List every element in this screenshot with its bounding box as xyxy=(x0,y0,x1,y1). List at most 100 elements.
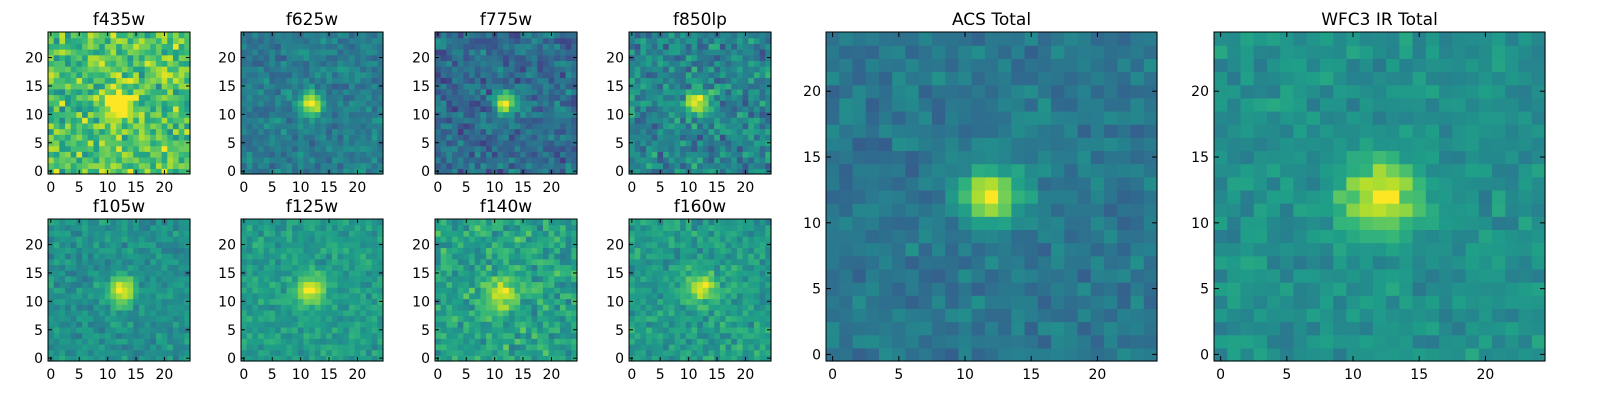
heatmap-cell xyxy=(719,54,727,61)
heatmap-cell xyxy=(548,43,555,50)
heatmap-cell xyxy=(144,230,151,237)
heatmap-cell xyxy=(736,94,744,101)
heatmap-cell xyxy=(309,287,316,294)
heatmap-cell xyxy=(469,219,476,226)
heatmap-cell xyxy=(127,258,134,266)
heatmap-cell xyxy=(440,37,447,44)
heatmap-cell xyxy=(99,264,106,271)
heatmap-cell xyxy=(343,224,350,231)
heatmap-cell xyxy=(634,343,641,351)
heatmap-cell xyxy=(241,49,248,56)
heatmap-cell xyxy=(435,145,442,152)
heatmap-cell xyxy=(480,71,487,79)
heatmap-cell xyxy=(138,49,146,56)
heatmap-cell xyxy=(634,309,641,317)
heatmap-cell xyxy=(53,105,60,113)
heatmap-cell xyxy=(697,281,704,288)
heatmap-cell xyxy=(87,134,95,141)
heatmap-cell xyxy=(275,60,282,67)
heatmap-cell xyxy=(719,71,727,79)
heatmap-cell xyxy=(275,264,282,271)
heatmap-cell xyxy=(559,224,567,231)
heatmap-cell xyxy=(155,168,163,175)
heatmap-cell xyxy=(263,219,270,226)
heatmap-cell xyxy=(725,77,732,84)
heatmap-cell xyxy=(371,270,378,277)
heatmap-cell xyxy=(65,241,72,248)
heatmap-cell xyxy=(629,343,636,351)
heatmap-cell xyxy=(172,88,180,96)
heatmap-cell xyxy=(446,139,453,147)
heatmap-cell xyxy=(680,326,687,334)
heatmap-cell xyxy=(657,287,664,294)
heatmap-cell xyxy=(736,287,744,294)
y-tick-label: 0 xyxy=(615,164,624,180)
heatmap-cell xyxy=(548,315,555,322)
heatmap-cell xyxy=(292,32,299,39)
heatmap-cell xyxy=(348,292,356,300)
heatmap-cell xyxy=(314,151,322,158)
heatmap-cell xyxy=(446,151,453,158)
heatmap-cell xyxy=(314,349,322,356)
heatmap-cell xyxy=(691,321,698,328)
heatmap-cell xyxy=(48,338,55,345)
heatmap-cell xyxy=(326,111,333,118)
heatmap-cell xyxy=(314,287,322,294)
heatmap-cell xyxy=(343,292,350,300)
heatmap-cell xyxy=(133,162,140,169)
heatmap-cell xyxy=(348,122,356,130)
heatmap-cell xyxy=(469,77,476,84)
heatmap-cell xyxy=(651,117,658,124)
panel-title: f140w xyxy=(480,197,532,217)
heatmap-cell xyxy=(144,219,151,226)
heatmap-cell xyxy=(565,71,572,79)
heatmap-cell xyxy=(76,49,83,56)
heatmap-cell xyxy=(337,236,344,243)
heatmap-cell xyxy=(337,83,344,90)
axes-frame xyxy=(240,31,384,175)
heatmap-cell xyxy=(480,111,487,118)
heatmap-cell xyxy=(646,100,653,107)
heatmap-cell xyxy=(651,134,658,141)
heatmap-cell xyxy=(241,349,248,356)
heatmap-cell xyxy=(474,253,482,260)
heatmap-cell xyxy=(446,145,453,152)
heatmap-cell xyxy=(457,326,464,334)
heatmap-cell xyxy=(167,281,174,288)
heatmap-cell xyxy=(663,100,670,107)
heatmap-cell xyxy=(326,37,333,44)
heatmap-cell xyxy=(314,304,322,311)
heatmap-cell xyxy=(309,321,316,328)
heatmap-cell xyxy=(172,253,180,260)
heatmap-cell xyxy=(87,338,95,345)
heatmap-cell xyxy=(178,134,185,141)
heatmap-cell xyxy=(70,43,77,50)
heatmap-cell xyxy=(537,111,544,118)
heatmap-cell xyxy=(297,224,305,231)
heatmap-cell xyxy=(121,122,129,130)
heatmap-cell xyxy=(53,253,60,260)
heatmap-cell xyxy=(725,105,732,113)
heatmap-cell xyxy=(554,253,561,260)
heatmap-cell xyxy=(736,315,744,322)
heatmap-cell xyxy=(65,71,72,79)
heatmap-cell xyxy=(748,37,755,44)
heatmap-cell xyxy=(440,134,447,141)
heatmap-cell xyxy=(320,326,327,334)
heatmap-cell xyxy=(691,338,698,345)
heatmap-cell xyxy=(343,162,350,169)
heatmap-cell xyxy=(702,315,710,322)
heatmap-cell xyxy=(320,37,327,44)
heatmap-cell xyxy=(155,151,163,158)
heatmap-cell xyxy=(708,304,715,311)
heatmap-cell xyxy=(331,275,339,283)
heatmap-cell xyxy=(314,338,322,345)
heatmap-cell xyxy=(508,145,516,152)
heatmap-cell xyxy=(497,49,504,56)
heatmap-cell xyxy=(753,83,761,90)
heatmap-cell xyxy=(525,355,533,362)
heatmap-cell xyxy=(309,230,316,237)
heatmap-cell xyxy=(680,343,687,351)
heatmap-cell xyxy=(731,332,738,339)
heatmap-cell xyxy=(742,162,749,169)
